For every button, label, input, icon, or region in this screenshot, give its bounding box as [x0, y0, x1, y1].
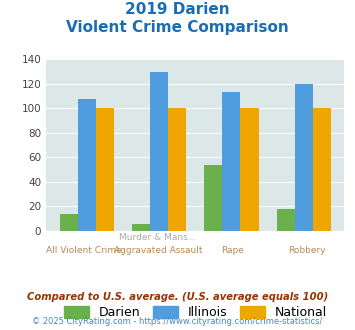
Text: Robbery: Robbery: [288, 246, 326, 255]
Bar: [295, 84, 313, 231]
Text: All Violent Crime: All Violent Crime: [45, 246, 121, 255]
Bar: [132, 224, 150, 231]
Text: Rape: Rape: [221, 246, 244, 255]
Bar: [60, 214, 78, 231]
Text: © 2025 CityRating.com - https://www.cityrating.com/crime-statistics/: © 2025 CityRating.com - https://www.city…: [32, 317, 323, 326]
Text: Aggravated Assault: Aggravated Assault: [114, 246, 202, 255]
Bar: [277, 209, 295, 231]
Bar: [96, 109, 114, 231]
Text: Murder & Mans...: Murder & Mans...: [119, 233, 197, 242]
Bar: [240, 109, 258, 231]
Text: 2019 Darien: 2019 Darien: [125, 2, 230, 16]
Text: Compared to U.S. average. (U.S. average equals 100): Compared to U.S. average. (U.S. average …: [27, 292, 328, 302]
Text: Violent Crime Comparison: Violent Crime Comparison: [66, 20, 289, 35]
Bar: [150, 72, 168, 231]
Bar: [168, 109, 186, 231]
Bar: [78, 99, 96, 231]
Bar: [313, 109, 331, 231]
Legend: Darien, Illinois, National: Darien, Illinois, National: [64, 306, 327, 319]
Bar: [222, 92, 240, 231]
Bar: [204, 165, 222, 231]
